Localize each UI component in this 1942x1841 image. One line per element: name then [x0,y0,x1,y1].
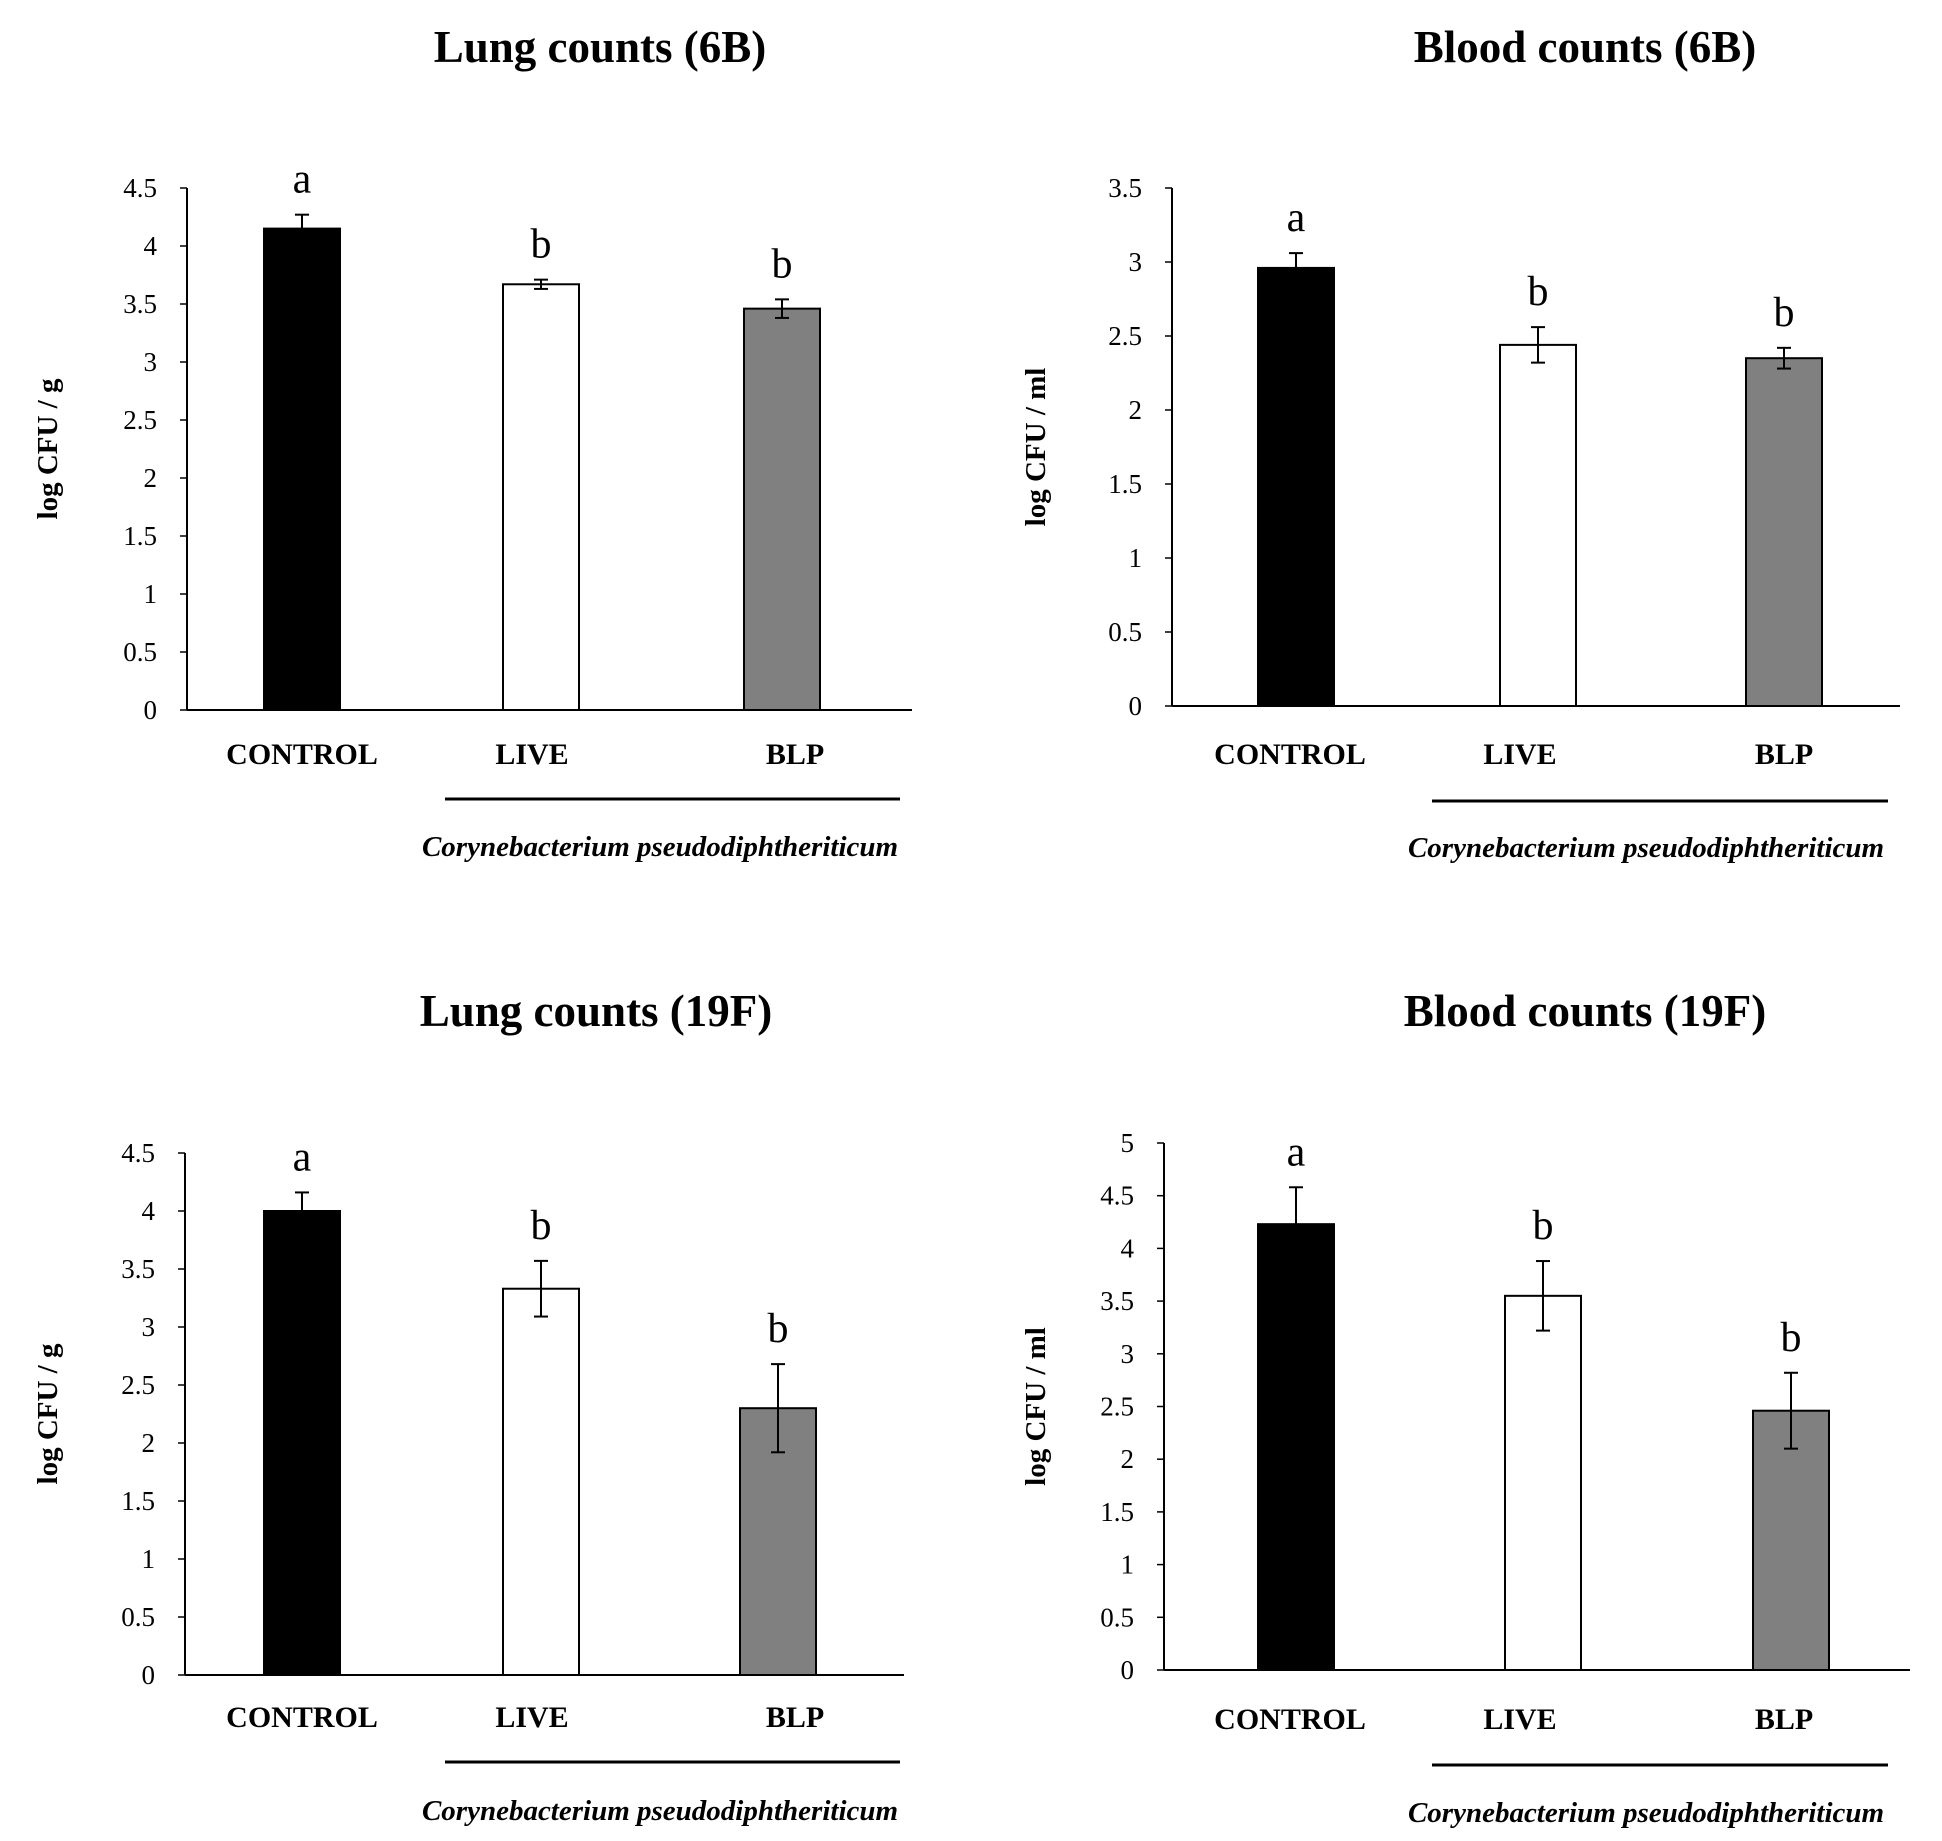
y-tick-label: 2.5 [1108,321,1142,351]
significance-letter: b [1774,290,1795,336]
y-axis-label: log CFU / g [32,1343,64,1484]
y-tick-label: 0.5 [1108,617,1142,647]
category-label-live: LIVE [495,1701,568,1734]
y-tick-label: 2.5 [1100,1392,1134,1422]
y-tick-label: 0 [1129,691,1143,721]
bar-control [263,227,341,711]
y-tick-label: 2 [142,1428,156,1458]
y-tick-label: 1.5 [1108,469,1142,499]
bar-blp [1752,1409,1830,1671]
chart-title: Lung counts (6B) [434,22,767,72]
chart-title: Blood counts (6B) [1414,22,1757,72]
y-tick-label: 5 [1121,1128,1135,1158]
category-label-blp: BLP [1755,738,1813,771]
bar-blp [743,307,821,711]
category-label-live: LIVE [1483,1703,1556,1736]
y-tick-label: 2 [1121,1444,1135,1474]
category-label-control: CONTROL [226,738,378,771]
category-label-control: CONTROL [226,1701,378,1734]
y-axis-label: log CFU / g [32,378,64,519]
y-tick-label: 4.5 [121,1138,155,1168]
chart-lung-19f: Lung counts (19F) log CFU / g 0 0.5 1 1.5 2 2.5… [32,986,904,1827]
category-label-blp: BLP [1755,1703,1813,1736]
y-tick-label: 1.5 [121,1486,155,1516]
y-tick-label: 4.5 [123,173,157,203]
y-tick-label: 0 [144,695,158,725]
y-tick-label: 4 [144,231,158,261]
significance-letter: a [293,1134,312,1180]
y-tick-label: 0 [142,1660,156,1690]
chart-blood-19f: Blood counts (19F) log CFU / ml 0 0.5 1 1.5 2 2… [1020,986,1910,1829]
y-tick-label: 2.5 [121,1370,155,1400]
bar-live [502,1287,580,1676]
bar-blp [1745,357,1823,707]
chart-title: Blood counts (19F) [1404,986,1767,1036]
bar-control [1257,266,1335,707]
significance-letter: b [531,1203,552,1249]
y-tick-label: 0.5 [123,637,157,667]
chart-blood-6b: Blood counts (6B) log CFU / ml 0 0.5 1 1.5 2 2.… [1020,22,1900,864]
group-label: Corynebacterium pseudodiphtheriticum [422,1795,898,1827]
y-tick-label: 3 [1121,1339,1135,1369]
chart-title: Lung counts (19F) [420,986,773,1036]
y-tick-label: 1.5 [1100,1497,1134,1527]
group-label: Corynebacterium pseudodiphtheriticum [422,831,898,863]
y-tick-label: 2.5 [123,405,157,435]
y-tick-label: 2 [1129,395,1143,425]
y-tick-label: 3.5 [121,1254,155,1284]
significance-letter: b [772,241,793,287]
significance-letter: a [293,157,312,203]
y-tick-label: 1 [1121,1550,1135,1580]
y-axis-label: log CFU / ml [1020,1327,1052,1486]
significance-letter: a [1287,1129,1306,1175]
y-tick-label: 4 [1121,1233,1135,1263]
bar-control [263,1210,341,1676]
y-tick-label: 4 [142,1196,156,1226]
category-label-blp: BLP [766,738,824,771]
significance-letter: b [1528,269,1549,315]
category-label-live: LIVE [495,738,568,771]
y-tick-label: 3.5 [1108,173,1142,203]
y-tick-label: 3 [1129,247,1143,277]
y-axis-label: log CFU / ml [1020,368,1052,527]
y-tick-label: 0 [1121,1655,1135,1685]
y-tick-label: 1.5 [123,521,157,551]
category-label-blp: BLP [766,1701,824,1734]
bar-live [1504,1294,1582,1671]
category-label-control: CONTROL [1214,1703,1366,1736]
significance-letter: b [768,1306,789,1352]
y-tick-label: 0.5 [121,1602,155,1632]
category-label-live: LIVE [1483,738,1556,771]
y-tick-label: 3.5 [123,289,157,319]
significance-letter: a [1287,195,1306,241]
category-label-control: CONTROL [1214,738,1366,771]
bar-control [1257,1223,1335,1671]
y-tick-label: 2 [144,463,158,493]
group-label: Corynebacterium pseudodiphtheriticum [1408,1797,1884,1829]
y-tick-label: 3.5 [1100,1286,1134,1316]
y-tick-label: 3 [142,1312,156,1342]
y-tick-label: 1 [1129,543,1143,573]
significance-letter: b [1533,1203,1554,1249]
bar-live [502,283,580,711]
bar-live [1499,343,1577,707]
y-tick-label: 0.5 [1100,1602,1134,1632]
significance-letter: b [1781,1315,1802,1361]
y-tick-label: 3 [144,347,158,377]
chart-lung-6b: Lung counts (6B) log CFU / g 0 0.5 1 1.5 2 2.5 3… [32,22,912,863]
significance-letter: b [531,222,552,268]
y-tick-label: 1 [142,1544,156,1574]
group-label: Corynebacterium pseudodiphtheriticum [1408,832,1884,864]
y-tick-label: 4.5 [1100,1181,1134,1211]
y-tick-label: 1 [144,579,158,609]
